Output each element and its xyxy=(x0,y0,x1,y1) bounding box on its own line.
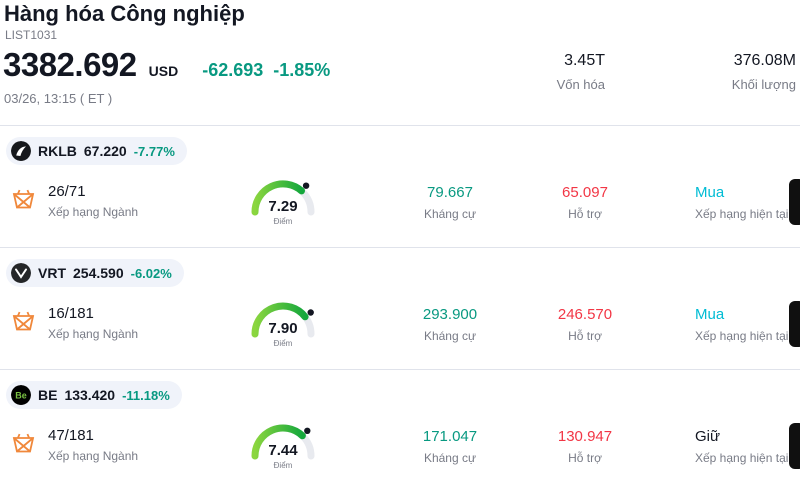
current-rating: Mua Xếp hạng hiện tại xyxy=(695,184,788,221)
svg-text:Be: Be xyxy=(15,391,27,401)
score-gauge-arc xyxy=(251,424,315,460)
current-rating: Giữ Xếp hạng hiện tại xyxy=(695,428,788,465)
support-metric: 246.570 Hỗ trợ xyxy=(530,306,640,343)
price-change: -62.693 xyxy=(202,60,264,80)
ticker-change: -6.02% xyxy=(130,265,172,281)
industry-rank-label: Xếp hạng Ngành xyxy=(48,449,139,463)
ticker-symbol: RKLB xyxy=(38,143,77,159)
support-metric: 65.097 Hỗ trợ xyxy=(530,184,640,221)
currency-label: USD xyxy=(148,63,179,79)
resistance-label: Kháng cự xyxy=(423,451,477,465)
score-label: Điểm xyxy=(273,461,293,470)
rating-value: Giữ xyxy=(695,428,721,445)
ticker-price: 133.420 xyxy=(64,387,116,403)
clipped-right-button[interactable] xyxy=(789,301,800,347)
stock-row: RKLB 67.220 -7.77% 26/71 Xếp hạng Ngành … xyxy=(0,125,800,247)
support-label: Hỗ trợ xyxy=(568,207,602,221)
current-rating: Mua Xếp hạng hiện tại xyxy=(695,306,788,343)
ticker-badge-vrt[interactable]: VRT 254.590 -6.02% xyxy=(6,259,184,287)
resistance-label: Kháng cự xyxy=(423,207,477,221)
basket-icon xyxy=(12,189,35,209)
price-change-group: -62.693 -1.85% xyxy=(202,60,330,81)
resistance-value: 79.667 xyxy=(427,184,473,201)
score-label: Điểm xyxy=(273,217,293,226)
score-gauge-arc xyxy=(251,302,315,338)
rating-label: Xếp hạng hiện tại xyxy=(695,329,789,343)
support-metric: 130.947 Hỗ trợ xyxy=(530,428,640,465)
resistance-value: 293.900 xyxy=(422,306,478,323)
score-gauge-arc xyxy=(251,180,315,216)
rating-label: Xếp hạng hiện tại xyxy=(695,451,789,465)
ticker-symbol: BE xyxy=(38,387,58,403)
volume-value: 376.08M xyxy=(733,52,796,69)
industry-rank-label: Xếp hạng Ngành xyxy=(48,205,139,219)
resistance-value: 171.047 xyxy=(422,428,478,445)
rating-value: Mua xyxy=(695,306,725,323)
rklb-logo-icon xyxy=(11,141,31,161)
rating-value: Mua xyxy=(695,184,725,201)
clipped-right-button[interactable] xyxy=(789,179,800,225)
ticker-badge-rklb[interactable]: RKLB 67.220 -7.77% xyxy=(6,137,187,165)
support-label: Hỗ trợ xyxy=(568,451,602,465)
industry-rank-label: Xếp hạng Ngành xyxy=(48,327,139,341)
industry-rank: 16/181 Xếp hạng Ngành xyxy=(48,305,138,341)
basket-icon xyxy=(12,433,35,453)
be-logo-icon: Be xyxy=(11,385,31,405)
resistance-metric: 293.900 Kháng cự xyxy=(385,306,515,343)
last-price: 3382.692 xyxy=(3,46,137,83)
industry-rank: 47/181 Xếp hạng Ngành xyxy=(48,427,138,463)
resistance-metric: 171.047 Kháng cự xyxy=(385,428,515,465)
volume-stat: 376.08M Khối lượng xyxy=(732,52,796,92)
list-id: LIST1031 xyxy=(5,28,58,42)
rating-label: Xếp hạng hiện tại xyxy=(695,207,789,221)
score-gauge: 7.44 Điểm xyxy=(240,420,326,478)
score-value: 7.90 xyxy=(268,320,298,337)
ticker-change: -7.77% xyxy=(133,143,175,159)
price-change-percent: -1.85% xyxy=(273,60,331,80)
score-value: 7.44 xyxy=(268,442,298,459)
score-gauge: 7.29 Điểm xyxy=(240,176,326,234)
industry-rank-value: 47/181 xyxy=(48,427,94,444)
industry-rank: 26/71 Xếp hạng Ngành xyxy=(48,183,138,219)
support-value: 130.947 xyxy=(557,428,613,445)
score-label: Điểm xyxy=(273,339,293,348)
resistance-label: Kháng cự xyxy=(423,329,477,343)
market-cap-stat: 3.45T Vốn hóa xyxy=(557,52,605,92)
support-value: 246.570 xyxy=(557,306,613,323)
clipped-right-button[interactable] xyxy=(789,423,800,469)
stock-row: VRT 254.590 -6.02% 16/181 Xếp hạng Ngành… xyxy=(0,247,800,369)
basket-icon xyxy=(12,311,35,331)
industry-rank-value: 26/71 xyxy=(48,183,86,200)
score-value: 7.29 xyxy=(268,198,298,215)
page-title: Hàng hóa Công nghiệp xyxy=(4,1,245,26)
ticker-change: -11.18% xyxy=(122,387,170,403)
ticker-price: 254.590 xyxy=(73,265,124,281)
price-row: 3382.692 USD -62.693 -1.85% xyxy=(3,46,330,84)
market-cap-value: 3.45T xyxy=(564,52,605,69)
ticker-symbol: VRT xyxy=(38,265,66,281)
resistance-metric: 79.667 Kháng cự xyxy=(385,184,515,221)
support-label: Hỗ trợ xyxy=(568,329,602,343)
stock-row: Be BE 133.420 -11.18% 47/181 Xếp hạng Ng… xyxy=(0,369,800,488)
quote-timestamp: 03/26, 13:15 ( ET ) xyxy=(4,91,113,106)
ticker-price: 67.220 xyxy=(83,143,127,159)
market-cap-label: Vốn hóa xyxy=(556,77,605,92)
support-value: 65.097 xyxy=(562,184,608,201)
volume-label: Khối lượng xyxy=(731,77,796,92)
score-gauge: 7.90 Điểm xyxy=(240,298,326,356)
industry-rank-value: 16/181 xyxy=(48,305,94,322)
ticker-badge-be[interactable]: Be BE 133.420 -11.18% xyxy=(6,381,182,409)
vrt-logo-icon xyxy=(11,263,31,283)
